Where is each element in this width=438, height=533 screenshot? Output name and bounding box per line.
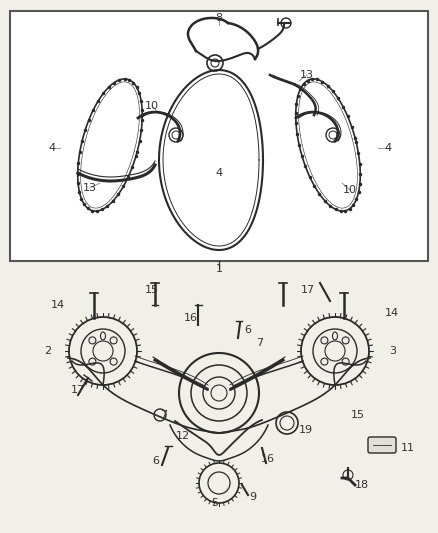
Text: 17: 17: [71, 385, 85, 395]
Text: 16: 16: [184, 313, 198, 323]
Text: 5: 5: [212, 498, 219, 508]
Text: 3: 3: [389, 346, 396, 356]
Text: 4: 4: [49, 143, 56, 153]
Text: 2: 2: [44, 346, 52, 356]
Text: 12: 12: [176, 431, 190, 441]
Text: 1: 1: [215, 264, 223, 274]
Text: 10: 10: [343, 185, 357, 195]
Text: 13: 13: [83, 183, 97, 193]
Text: 4: 4: [385, 143, 392, 153]
Text: 15: 15: [145, 285, 159, 295]
FancyBboxPatch shape: [368, 437, 396, 453]
Text: 6: 6: [244, 325, 251, 335]
Text: 17: 17: [301, 285, 315, 295]
Text: 11: 11: [401, 443, 415, 453]
Text: 14: 14: [51, 300, 65, 310]
Text: 8: 8: [215, 13, 223, 23]
Text: 13: 13: [300, 70, 314, 80]
Text: 16: 16: [261, 454, 275, 464]
Text: 18: 18: [355, 480, 369, 490]
Text: 19: 19: [299, 425, 313, 435]
Text: 4: 4: [215, 168, 223, 178]
Text: 15: 15: [351, 410, 365, 420]
Text: 6: 6: [152, 456, 159, 466]
Text: 10: 10: [145, 101, 159, 111]
Text: 14: 14: [385, 308, 399, 318]
Bar: [10, 11, 428, 261]
Text: 7: 7: [160, 410, 168, 420]
Text: 7: 7: [256, 338, 264, 348]
Text: 9: 9: [249, 492, 257, 502]
